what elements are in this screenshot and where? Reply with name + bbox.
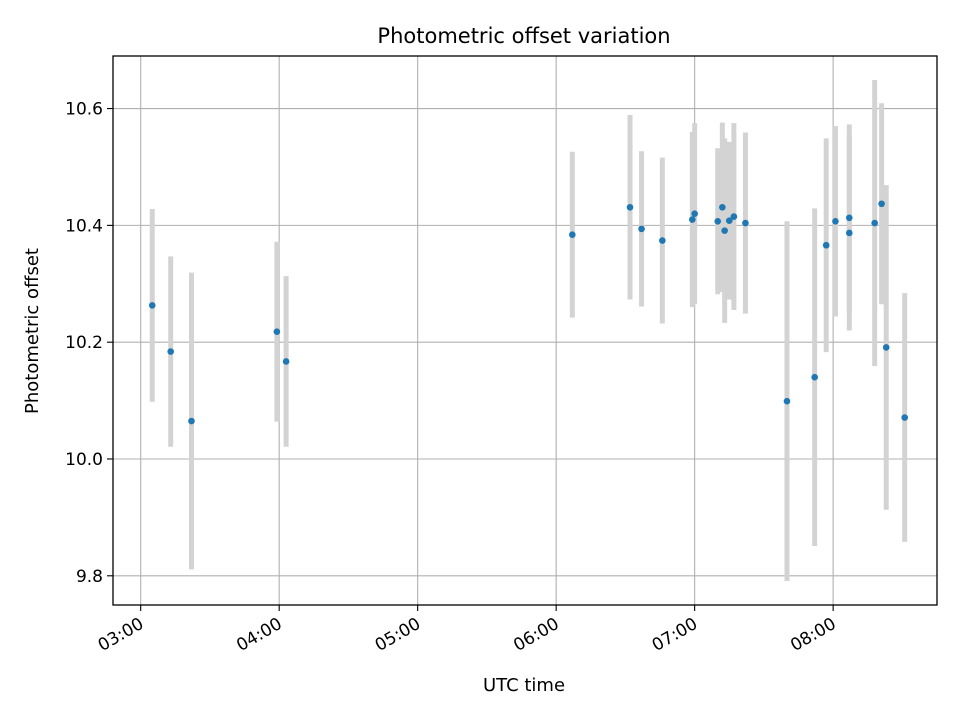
data-point xyxy=(273,328,281,335)
plot-frame xyxy=(112,55,938,606)
y-tick-label: 10.0 xyxy=(65,450,103,470)
data-point xyxy=(714,217,722,225)
data-point xyxy=(845,229,853,237)
x-tick-label: 07:00 xyxy=(649,614,701,656)
x-axis-label: UTC time xyxy=(483,675,565,696)
data-point xyxy=(832,217,839,225)
data-point xyxy=(721,227,728,234)
data-point xyxy=(689,216,696,223)
point-layer xyxy=(148,200,908,425)
data-point xyxy=(822,241,830,249)
data-point xyxy=(725,217,733,224)
chart-title: Photometric offset variation xyxy=(377,24,670,48)
data-point xyxy=(188,417,195,425)
x-tick-label: 05:00 xyxy=(372,614,424,656)
data-point xyxy=(691,210,698,217)
data-point xyxy=(148,302,156,309)
data-point xyxy=(730,213,738,220)
x-tick-label: 03:00 xyxy=(95,614,147,656)
data-point xyxy=(811,373,818,381)
data-point xyxy=(659,237,666,244)
errorbar-layer xyxy=(149,79,908,582)
data-point xyxy=(638,225,645,233)
y-tick-label: 10.2 xyxy=(65,333,103,353)
data-point xyxy=(719,203,726,211)
data-point xyxy=(783,397,791,405)
data-point xyxy=(626,203,634,211)
data-point xyxy=(878,200,885,208)
data-point xyxy=(901,414,908,421)
data-point xyxy=(871,219,878,227)
data-point xyxy=(742,219,749,227)
x-tick-label: 08:00 xyxy=(787,614,839,656)
data-point xyxy=(845,214,853,222)
y-tick-label: 9.8 xyxy=(76,567,103,587)
y-axis-label: Photometric offset xyxy=(22,248,43,414)
x-tick-label: 04:00 xyxy=(233,614,285,656)
x-tick-label: 06:00 xyxy=(510,614,562,656)
data-point xyxy=(569,231,576,239)
data-point xyxy=(167,348,175,355)
data-point xyxy=(282,358,290,365)
data-point xyxy=(882,344,890,351)
y-tick-label: 10.4 xyxy=(65,216,103,236)
y-tick-label: 10.6 xyxy=(65,100,103,120)
